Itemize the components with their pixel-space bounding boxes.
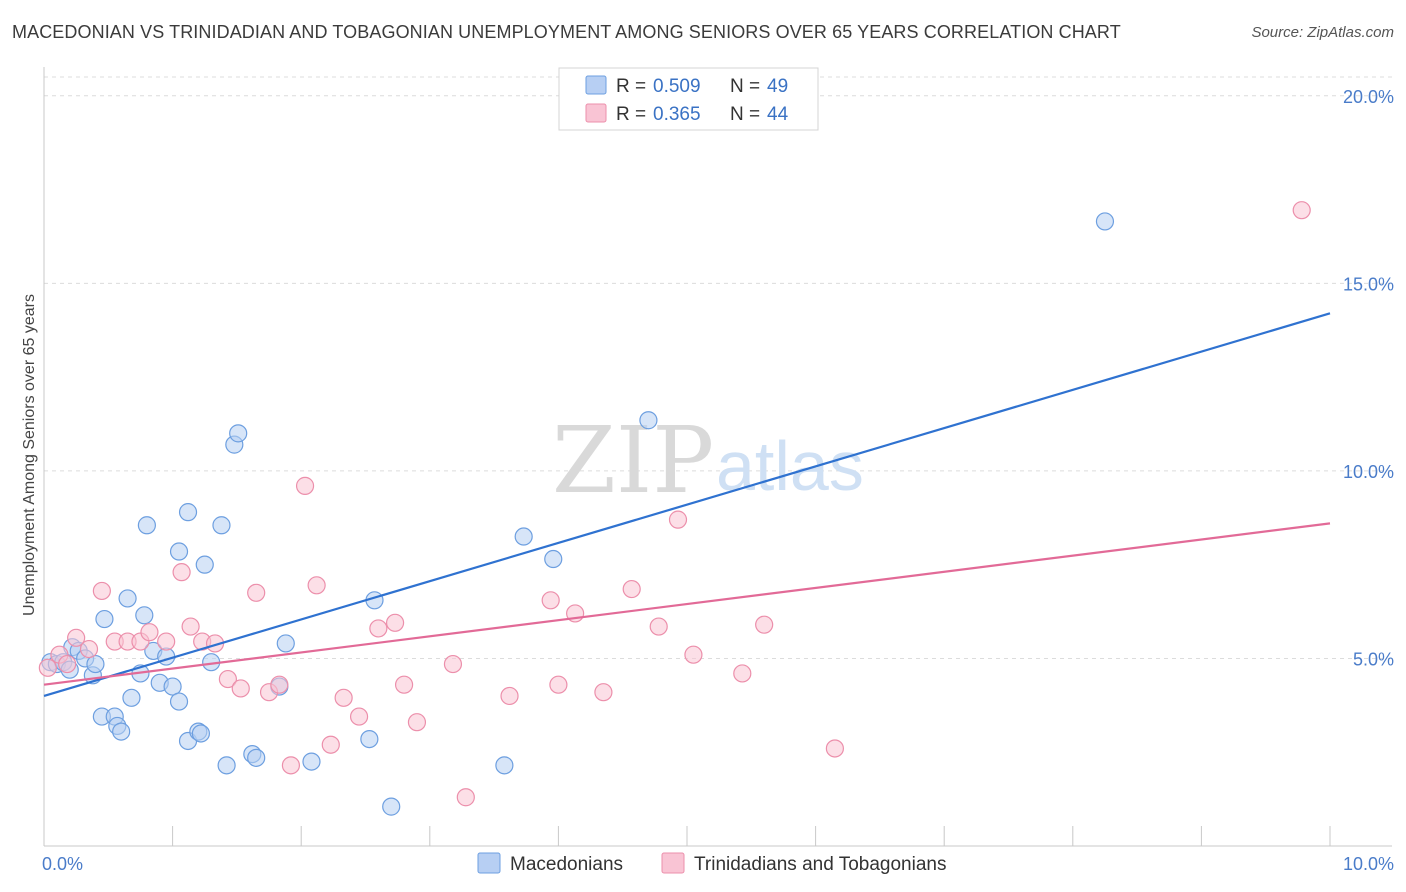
macedonian-point: [135, 606, 154, 625]
macedonian-point: [137, 516, 156, 535]
macedonian-point: [122, 688, 141, 707]
trinidadian-point: [334, 688, 353, 707]
macedonian-point: [1095, 212, 1115, 231]
macedonian-point: [276, 634, 295, 653]
legend-swatch-macedonians: [585, 75, 607, 95]
trinidadian-point: [218, 669, 237, 689]
macedonian-trend-line: [43, 312, 1331, 698]
trinidadian-point: [622, 579, 641, 599]
legend-r-value-1: 0.509: [653, 76, 701, 97]
macedonian-point: [514, 527, 533, 546]
trinidadian-point: [231, 679, 250, 698]
regression-lines: [43, 312, 1331, 698]
y-tick-label: 10.0%: [1343, 462, 1394, 482]
macedonian-point: [382, 797, 401, 816]
bottom-legend-swatch-macedonians: [477, 852, 501, 874]
trinidadian-point: [594, 683, 613, 702]
trinidadian-point: [1292, 201, 1311, 220]
macedonian-point: [247, 748, 266, 767]
legend-n-value-2: 44: [767, 104, 789, 125]
bottom-legend-swatch-trinidadians: [661, 852, 685, 874]
legend-r-label-1: R =: [616, 76, 646, 97]
macedonian-point: [169, 542, 189, 561]
trinidadian-point: [307, 576, 326, 595]
macedonian-point: [195, 555, 214, 574]
trinidadian-trend-line: [43, 522, 1331, 686]
macedonian-point: [163, 677, 182, 696]
legend-n-label-1: N =: [730, 76, 760, 97]
trinidadian-point: [369, 619, 388, 638]
gridlines: [44, 76, 1392, 659]
legend-r-value-2: 0.365: [653, 104, 701, 125]
trinidadian-point: [92, 581, 111, 601]
trinidadian-point: [668, 510, 688, 529]
trinidadian-point: [349, 707, 369, 726]
trinidadian-point: [541, 591, 560, 610]
trinidadian-point: [247, 583, 266, 602]
trinidadian-point: [270, 675, 289, 694]
trinidadian-point: [649, 617, 668, 636]
trinidadian-point: [79, 639, 99, 659]
trinidadian-point: [443, 654, 463, 674]
y-tick-label: 20.0%: [1343, 87, 1394, 107]
trinidadian-point: [500, 686, 519, 706]
trinidadian-point: [733, 664, 752, 683]
trinidadian-point: [407, 713, 427, 732]
trinidadian-point: [181, 617, 200, 636]
trinidadian-point: [140, 623, 159, 642]
axes: [43, 67, 1392, 847]
macedonian-point: [212, 516, 231, 535]
macedonian-point: [112, 722, 131, 741]
trinidadian-point: [321, 735, 340, 754]
trinidadian-point: [38, 658, 57, 677]
trinidadian-point: [295, 476, 315, 495]
bottom-legend-trinidadians: Trinidadians and Tobagonians: [694, 854, 946, 875]
trinidadian-point: [825, 739, 844, 758]
trinidadian-point: [394, 675, 414, 694]
macedonian-point: [86, 654, 105, 674]
trinidadian-point: [385, 613, 405, 632]
macedonian-point: [191, 724, 210, 743]
trinidadian-point: [67, 628, 86, 647]
tick-labels: 5.0% 10.0% 15.0% 20.0% 0.0% 10.0%: [42, 87, 1394, 874]
y-tick-label: 5.0%: [1353, 649, 1394, 669]
watermark-atlas: atlas: [716, 427, 864, 505]
trinidadian-point: [684, 645, 703, 664]
scatter-points: [38, 201, 1311, 816]
trinidadian-point: [157, 632, 176, 651]
x-tick-label: 10.0%: [1343, 854, 1394, 874]
macedonian-point: [639, 411, 658, 430]
trinidadian-point: [549, 675, 568, 694]
macedonian-point: [495, 756, 514, 775]
series-legend: Macedonians Trinidadians and Tobagonians: [477, 852, 946, 875]
trinidadian-point: [58, 654, 77, 674]
watermark-zip: ZIP: [552, 407, 714, 514]
trinidadian-point: [456, 788, 475, 807]
bottom-legend-macedonians: Macedonians: [510, 854, 623, 875]
correlation-legend: R = 0.509 N = 49 R = 0.365 N = 44: [558, 67, 819, 131]
trinidadian-point: [281, 756, 301, 775]
trinidadian-point: [755, 615, 774, 634]
macedonian-point: [178, 503, 198, 522]
macedonian-point: [360, 729, 379, 749]
legend-n-label-2: N =: [730, 104, 760, 125]
macedonian-point: [95, 609, 114, 629]
trinidadian-point: [172, 563, 191, 582]
macedonian-point: [217, 756, 236, 775]
macedonian-point: [169, 692, 189, 711]
legend-r-label-2: R =: [616, 104, 646, 125]
y-tick-label: 15.0%: [1343, 274, 1394, 294]
macedonian-point: [229, 424, 248, 443]
chart-title: MACEDONIAN VS TRINIDADIAN AND TOBAGONIAN…: [12, 22, 1121, 42]
macedonian-point: [118, 589, 137, 608]
source-label: Source: ZipAtlas.com: [1251, 24, 1394, 41]
macedonian-point: [544, 549, 563, 569]
legend-swatch-trinidadians: [585, 103, 607, 123]
macedonian-point: [302, 752, 321, 771]
legend-n-value-1: 49: [767, 76, 788, 97]
y-axis-title: Unemployment Among Seniors over 65 years: [21, 294, 38, 616]
x-tick-label: 0.0%: [42, 854, 83, 874]
